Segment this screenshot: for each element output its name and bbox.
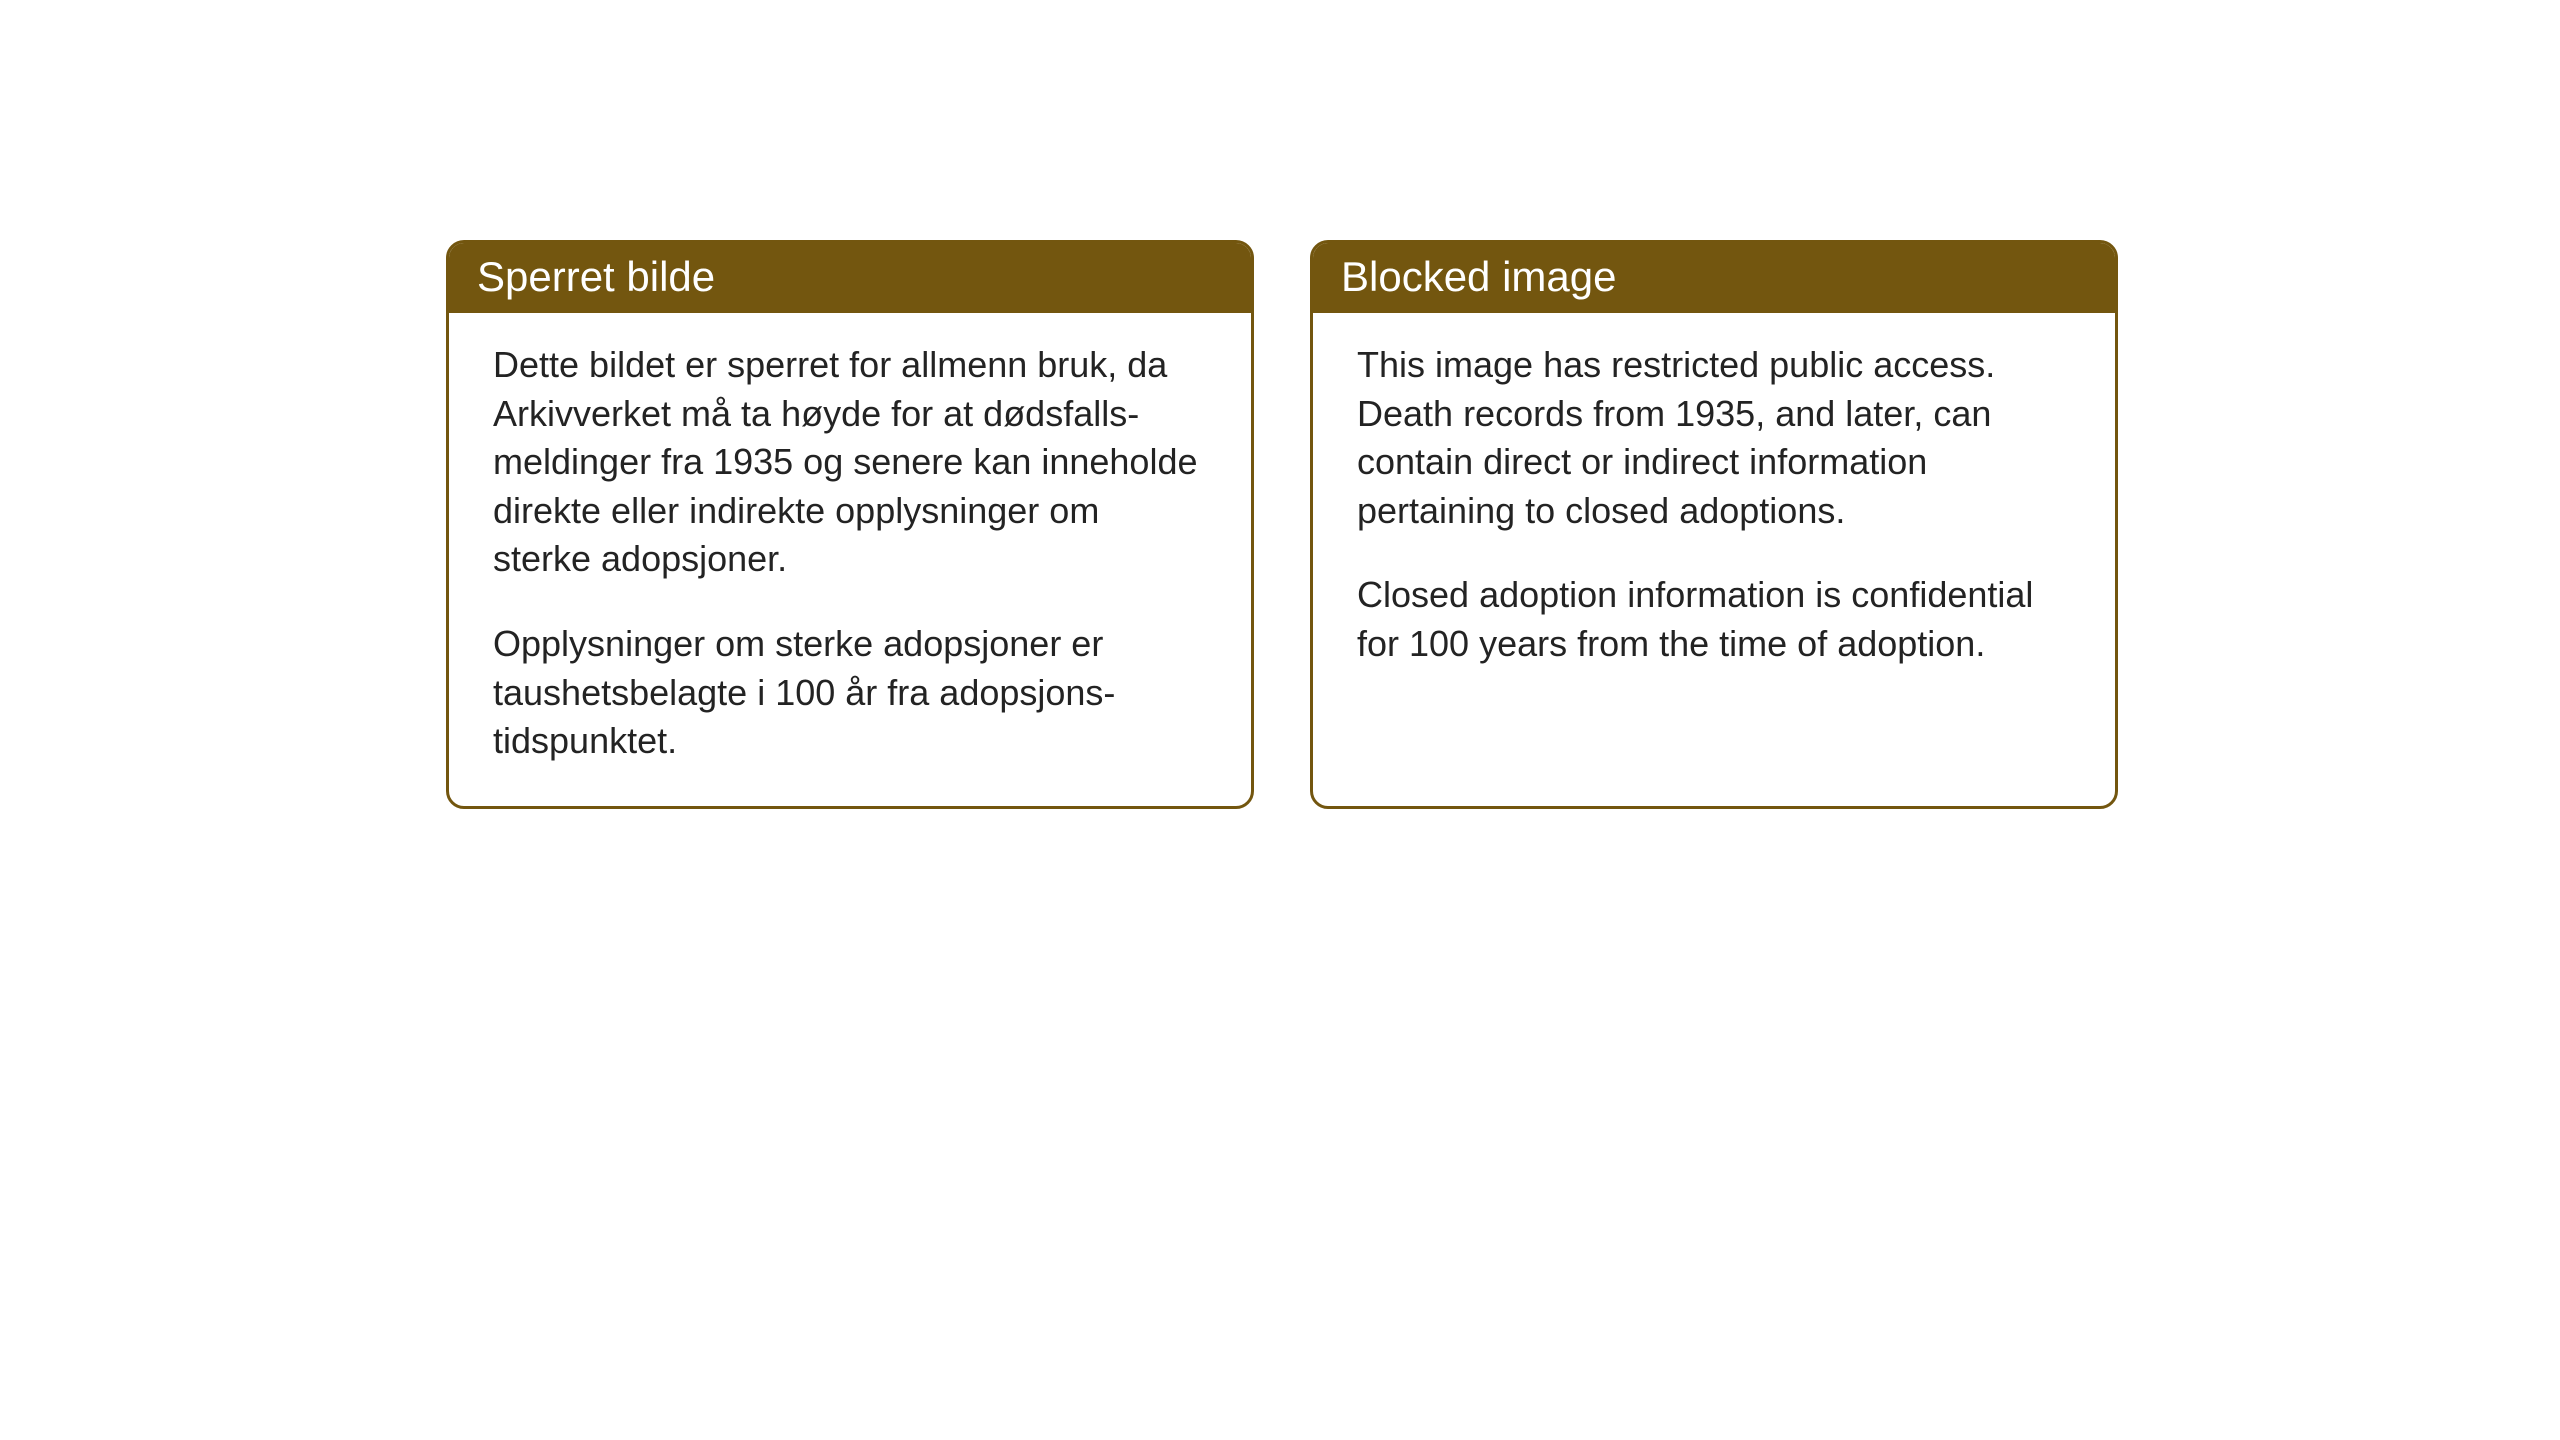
notice-title-english: Blocked image [1341, 253, 1616, 300]
notice-box-english: Blocked image This image has restricted … [1310, 240, 2118, 809]
notice-paragraph-1-norwegian: Dette bildet er sperret for allmenn bruk… [493, 341, 1207, 584]
notice-header-english: Blocked image [1313, 243, 2115, 313]
notice-body-english: This image has restricted public access.… [1313, 313, 2115, 709]
notice-title-norwegian: Sperret bilde [477, 253, 715, 300]
notice-paragraph-2-norwegian: Opplysninger om sterke adopsjoner er tau… [493, 620, 1207, 766]
notice-paragraph-1-english: This image has restricted public access.… [1357, 341, 2071, 535]
notice-header-norwegian: Sperret bilde [449, 243, 1251, 313]
notice-paragraph-2-english: Closed adoption information is confident… [1357, 571, 2071, 668]
notice-container: Sperret bilde Dette bildet er sperret fo… [446, 240, 2118, 809]
notice-body-norwegian: Dette bildet er sperret for allmenn bruk… [449, 313, 1251, 806]
notice-box-norwegian: Sperret bilde Dette bildet er sperret fo… [446, 240, 1254, 809]
